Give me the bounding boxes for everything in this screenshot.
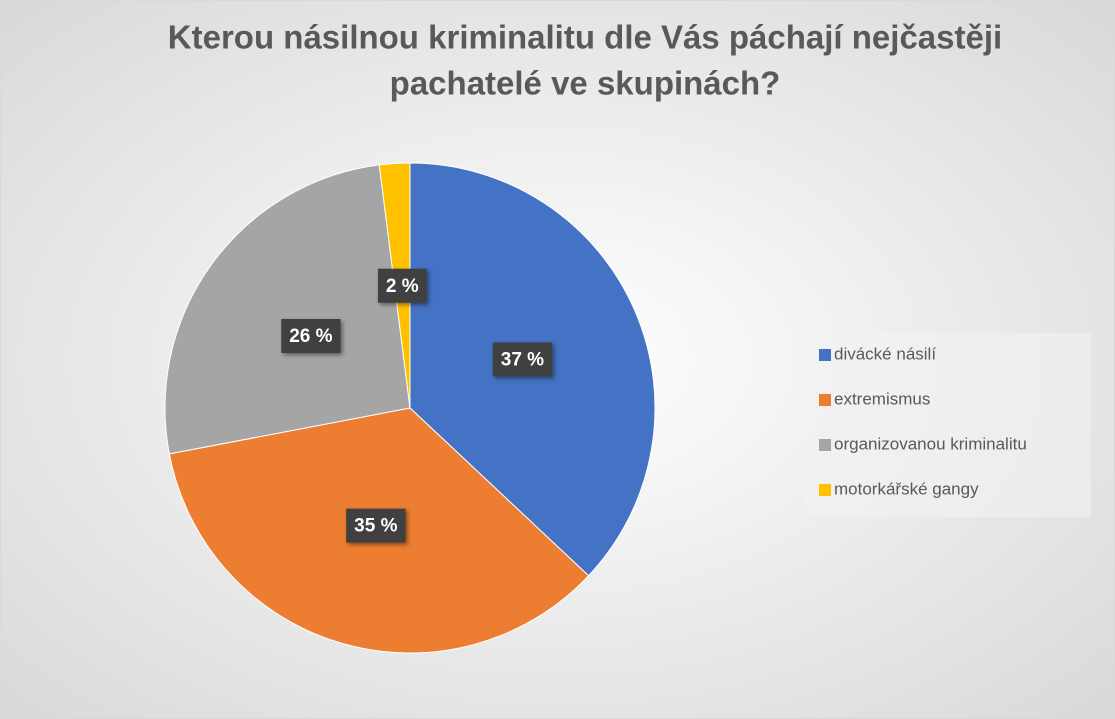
data-label: 37 % [492, 342, 553, 377]
legend-label: organizovanou kriminalitu [834, 434, 1027, 453]
data-label-box [377, 268, 427, 303]
data-label-text: 35 % [354, 516, 397, 537]
legend-label: divácké násilí [834, 344, 936, 363]
legend-swatch [819, 484, 831, 496]
legend-label: extremismus [834, 389, 930, 408]
data-label-box [281, 318, 341, 353]
legend-swatch [819, 349, 831, 361]
legend-swatch [819, 439, 831, 451]
data-label-text: 26 % [289, 326, 332, 347]
legend-box [805, 333, 1091, 517]
data-label: 35 % [346, 508, 406, 543]
chart-title: pachatelé ve skupinách? [390, 65, 781, 102]
pie-slice [164, 164, 411, 455]
chart-title: Kterou násilnou kriminalitu dle Vás pách… [168, 19, 1002, 56]
data-label-text: 37 % [501, 349, 544, 370]
legend-swatch [819, 394, 831, 406]
data-label: 2 % [377, 268, 427, 303]
data-label-box [492, 342, 553, 377]
data-label-box [346, 508, 406, 543]
data-label-text: 2 % [386, 276, 419, 297]
legend-label: motorkářské gangy [834, 479, 979, 498]
data-label: 26 % [281, 318, 341, 353]
